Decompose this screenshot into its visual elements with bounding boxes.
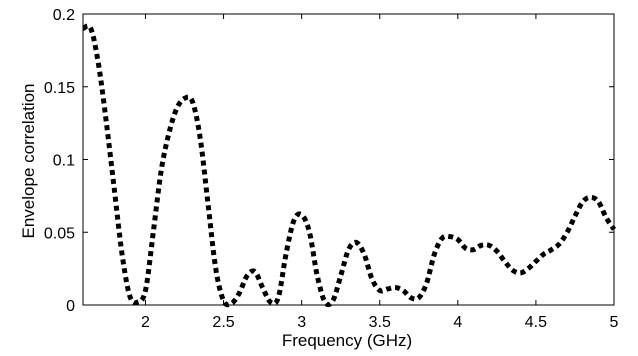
y-tick-label: 0.2 xyxy=(53,7,75,24)
y-tick-label: 0.05 xyxy=(44,225,75,242)
axis-ticks: 2 2.5 3 3.5 4 4.5 5 0 0.05 0.1 0.15 0.2 xyxy=(44,7,619,331)
x-tick-label: 2 xyxy=(141,314,150,331)
x-tick-label: 4 xyxy=(453,314,462,331)
y-tick-label: 0.15 xyxy=(44,80,75,97)
y-tick-label: 0 xyxy=(66,298,75,315)
x-axis-title: Frequency (GHz) xyxy=(282,331,412,350)
y-tick-label: 0.1 xyxy=(53,153,75,170)
x-tick-label: 5 xyxy=(610,314,619,331)
x-tick-label: 4.5 xyxy=(525,314,547,331)
plot-frame xyxy=(82,13,615,306)
x-tick-label: 3 xyxy=(297,314,306,331)
y-axis-title: Envelope correlation xyxy=(19,84,38,239)
x-tick-label: 2.5 xyxy=(212,314,234,331)
series-line xyxy=(82,23,617,308)
plot-area xyxy=(82,13,617,308)
x-tick-label: 3.5 xyxy=(369,314,391,331)
